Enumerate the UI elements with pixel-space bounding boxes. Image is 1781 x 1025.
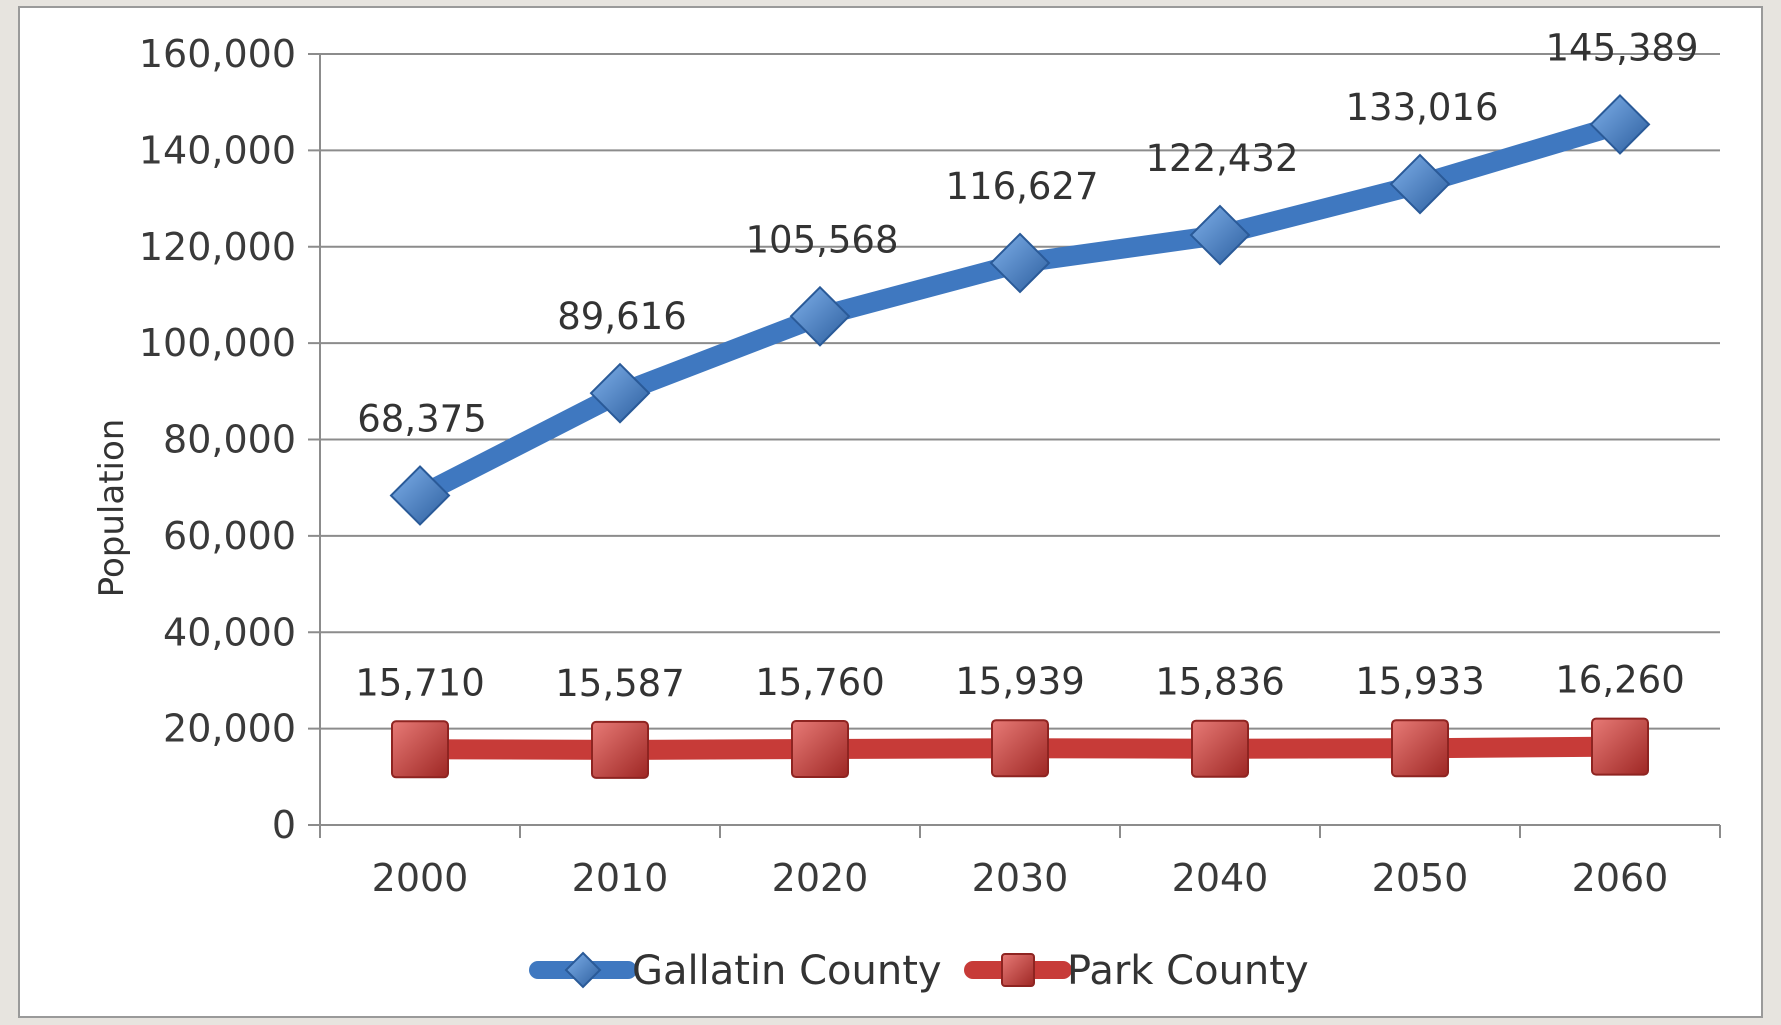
- x-tick-label: 2060: [1572, 856, 1669, 900]
- y-tick-label: 20,000: [163, 707, 296, 751]
- park-point-marker: [391, 720, 449, 779]
- legend-square-icon: [1001, 953, 1035, 987]
- data-label: 15,933: [1355, 660, 1484, 703]
- legend-diamond-icon: [564, 951, 602, 989]
- park-point-marker: [1391, 719, 1449, 778]
- park-point-marker: [791, 720, 849, 779]
- x-axis-tick-labels: 2000 2010 2020 2030 2040 2050 2060: [372, 856, 1669, 900]
- y-tick-label: 80,000: [163, 418, 296, 462]
- y-tick-label: 120,000: [139, 225, 296, 269]
- data-label: 15,836: [1155, 661, 1284, 704]
- park-point-marker: [591, 720, 649, 779]
- x-tick-label: 2030: [972, 856, 1069, 900]
- gallatin-point-marker: [1189, 204, 1251, 266]
- x-tick-label: 2020: [772, 856, 869, 900]
- series-lines: [410, 114, 1630, 760]
- park-point-marker: [1591, 717, 1649, 776]
- data-label: 15,760: [755, 661, 884, 704]
- y-tick-label: 160,000: [139, 32, 296, 76]
- data-label: 15,587: [555, 662, 684, 705]
- data-label: 15,710: [355, 661, 484, 704]
- x-tick-label: 2050: [1372, 856, 1469, 900]
- data-label: 145,389: [1545, 26, 1698, 69]
- x-tick-label: 2010: [572, 856, 669, 900]
- series-markers: [389, 93, 1651, 779]
- legend-label: Gallatin County: [632, 948, 942, 994]
- gallatin-point-marker: [789, 285, 851, 347]
- data-label: 122,432: [1145, 137, 1298, 180]
- data-label: 15,939: [955, 660, 1084, 703]
- legend-label: Park County: [1067, 948, 1309, 994]
- chart-frame: 0 20,000 40,000 60,000 80,000 100,000 120,000 1…: [18, 6, 1763, 1018]
- data-label: 116,627: [945, 165, 1098, 208]
- data-label: 68,375: [357, 398, 486, 441]
- data-labels: 68,375 89,616 105,568 116,627 122,432 133,016…: [355, 26, 1698, 704]
- y-axis-tick-labels: 0 20,000 40,000 60,000 80,000 100,000 120,000 1…: [139, 32, 296, 847]
- y-tick-label: 0: [272, 803, 296, 847]
- x-tick-label: 2000: [372, 856, 469, 900]
- y-tick-label: 140,000: [139, 128, 296, 172]
- park-point-marker: [991, 719, 1049, 778]
- axes: [308, 53, 1721, 838]
- gallatin-point-marker: [1589, 93, 1651, 155]
- data-label: 16,260: [1555, 659, 1684, 702]
- y-axis-title: Population: [92, 419, 132, 598]
- park-point-marker: [1191, 719, 1249, 778]
- gallatin-point-marker: [989, 232, 1051, 294]
- gallatin-point-marker: [389, 465, 451, 526]
- data-label: 105,568: [745, 218, 898, 261]
- data-label: 133,016: [1345, 86, 1498, 129]
- gallatin-point-marker: [1389, 153, 1451, 215]
- y-tick-label: 100,000: [139, 321, 296, 365]
- y-tick-label: 40,000: [163, 610, 296, 654]
- data-label: 89,616: [557, 295, 686, 338]
- legend: Gallatin County Park County: [529, 948, 1309, 994]
- population-line-chart: 0 20,000 40,000 60,000 80,000 100,000 120,000 1…: [92, 26, 1721, 994]
- gallatin-point-marker: [589, 362, 651, 424]
- y-tick-label: 60,000: [163, 514, 296, 558]
- x-tick-label: 2040: [1172, 856, 1269, 900]
